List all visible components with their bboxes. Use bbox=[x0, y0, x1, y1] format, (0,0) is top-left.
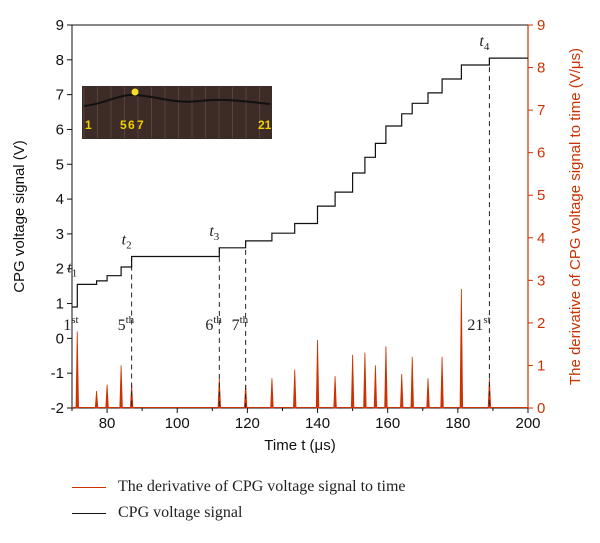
voltage-series bbox=[72, 57, 528, 308]
legend-swatch-voltage bbox=[72, 512, 106, 514]
derivative-series bbox=[72, 288, 528, 409]
derivative-spike bbox=[363, 352, 367, 409]
time-marker-label: t1 bbox=[67, 259, 77, 279]
legend-item-derivative: The derivative of CPG voltage signal to … bbox=[72, 474, 406, 500]
y-left-tick-label: 4 bbox=[56, 191, 64, 208]
y-axis-left-title: CPG voltage signal (V) bbox=[11, 140, 28, 293]
step-label-superscript: th bbox=[126, 314, 135, 326]
y-right-tick-label: 8 bbox=[537, 60, 545, 77]
legend-item-voltage: CPG voltage signal bbox=[72, 500, 406, 526]
x-axis-title: Time t (μs) bbox=[264, 437, 335, 454]
x-tick-label: 200 bbox=[515, 415, 540, 432]
y-right-tick-label: 1 bbox=[537, 357, 545, 374]
derivative-spike bbox=[384, 346, 388, 409]
step-label-superscript: st bbox=[483, 314, 490, 326]
time-marker-subscript: 1 bbox=[72, 267, 78, 279]
y-left-tick-label: 1 bbox=[56, 296, 64, 313]
derivative-spike bbox=[333, 376, 337, 409]
derivative-spike bbox=[270, 378, 274, 409]
derivative-spike bbox=[350, 354, 355, 409]
y-left-tick-label: 3 bbox=[56, 226, 64, 243]
y-right-tick-label: 0 bbox=[537, 400, 545, 417]
time-marker-label: t4 bbox=[479, 33, 489, 53]
y-left-tick-label: 0 bbox=[56, 330, 64, 347]
x-tick-label: 120 bbox=[235, 415, 260, 432]
y-left-tick-label: 5 bbox=[56, 156, 64, 173]
y-left-tick-label: 9 bbox=[56, 17, 64, 34]
legend-swatch-derivative bbox=[72, 486, 106, 488]
y-left-tick-label: 6 bbox=[56, 121, 64, 138]
voltage-step-line bbox=[72, 57, 528, 308]
y-right-tick-label: 2 bbox=[537, 315, 545, 332]
y-right-tick-label: 9 bbox=[537, 17, 545, 34]
derivative-spike bbox=[119, 365, 123, 409]
legend-label-derivative: The derivative of CPG voltage signal to … bbox=[118, 478, 406, 495]
derivative-spike bbox=[373, 365, 378, 409]
y-left-tick-label: -2 bbox=[51, 400, 64, 417]
dashed-markers bbox=[131, 58, 490, 408]
axes: 80 100 120 140 160 180 200-2-10123456789012345… bbox=[51, 17, 546, 432]
step-label-superscript: th bbox=[240, 314, 249, 326]
inset-background bbox=[82, 86, 272, 139]
inset-light-spot bbox=[131, 88, 139, 96]
y-left-tick-label: -1 bbox=[51, 365, 64, 382]
derivative-spike bbox=[94, 390, 99, 409]
step-label-superscript: st bbox=[71, 314, 78, 326]
inset-label: 1 bbox=[85, 118, 92, 132]
y-left-tick-label: 8 bbox=[56, 52, 64, 69]
y-right-tick-label: 3 bbox=[537, 272, 545, 289]
inset-label: 6 bbox=[128, 118, 135, 132]
x-tick-label: 100 bbox=[165, 415, 190, 432]
time-marker-label: t3 bbox=[209, 223, 219, 243]
legend: The derivative of CPG voltage signal to … bbox=[72, 474, 406, 526]
x-tick-label: 140 bbox=[305, 415, 330, 432]
inset-photo: 1 5 6 7 21 bbox=[82, 86, 272, 139]
y-axis-right-title: The derivative of CPG voltage signal to … bbox=[567, 48, 584, 385]
derivative-spike bbox=[410, 356, 414, 409]
step-label-superscript: th bbox=[213, 314, 222, 326]
x-tick-label: 160 bbox=[375, 415, 400, 432]
derivative-spike bbox=[315, 339, 320, 409]
chart-svg: 1 5 6 7 21 80 100 120 140 160 180 200-2-1012345678… bbox=[11, 17, 584, 454]
time-marker-subscript: 2 bbox=[126, 240, 132, 252]
time-marker-label: t2 bbox=[122, 232, 132, 252]
y-right-tick-label: 4 bbox=[537, 230, 545, 247]
derivative-spike bbox=[459, 288, 464, 409]
y-right-tick-label: 6 bbox=[537, 145, 545, 162]
y-right-tick-label: 7 bbox=[537, 102, 545, 119]
inset-crack-line bbox=[83, 93, 271, 107]
inset-label: 5 bbox=[120, 118, 127, 132]
x-tick-label: 180 bbox=[445, 415, 470, 432]
derivative-spike bbox=[426, 378, 430, 409]
y-right-tick-label: 5 bbox=[537, 187, 545, 204]
step-label: 21st bbox=[467, 314, 490, 334]
inset-label: 21 bbox=[258, 118, 272, 132]
legend-label-voltage: CPG voltage signal bbox=[118, 504, 243, 521]
derivative-spike bbox=[400, 373, 404, 409]
derivative-spike bbox=[293, 369, 297, 409]
inset-label: 7 bbox=[137, 118, 144, 132]
time-marker-subscript: 3 bbox=[214, 231, 220, 243]
y-left-tick-label: 2 bbox=[56, 261, 64, 278]
step-label: 1st bbox=[63, 314, 78, 334]
y-left-tick-label: 7 bbox=[56, 87, 64, 104]
derivative-spike bbox=[440, 356, 444, 409]
derivative-spike bbox=[105, 384, 109, 409]
x-tick-label: 80 bbox=[99, 415, 116, 432]
derivative-spike bbox=[75, 331, 79, 409]
time-marker-subscript: 4 bbox=[484, 41, 490, 53]
